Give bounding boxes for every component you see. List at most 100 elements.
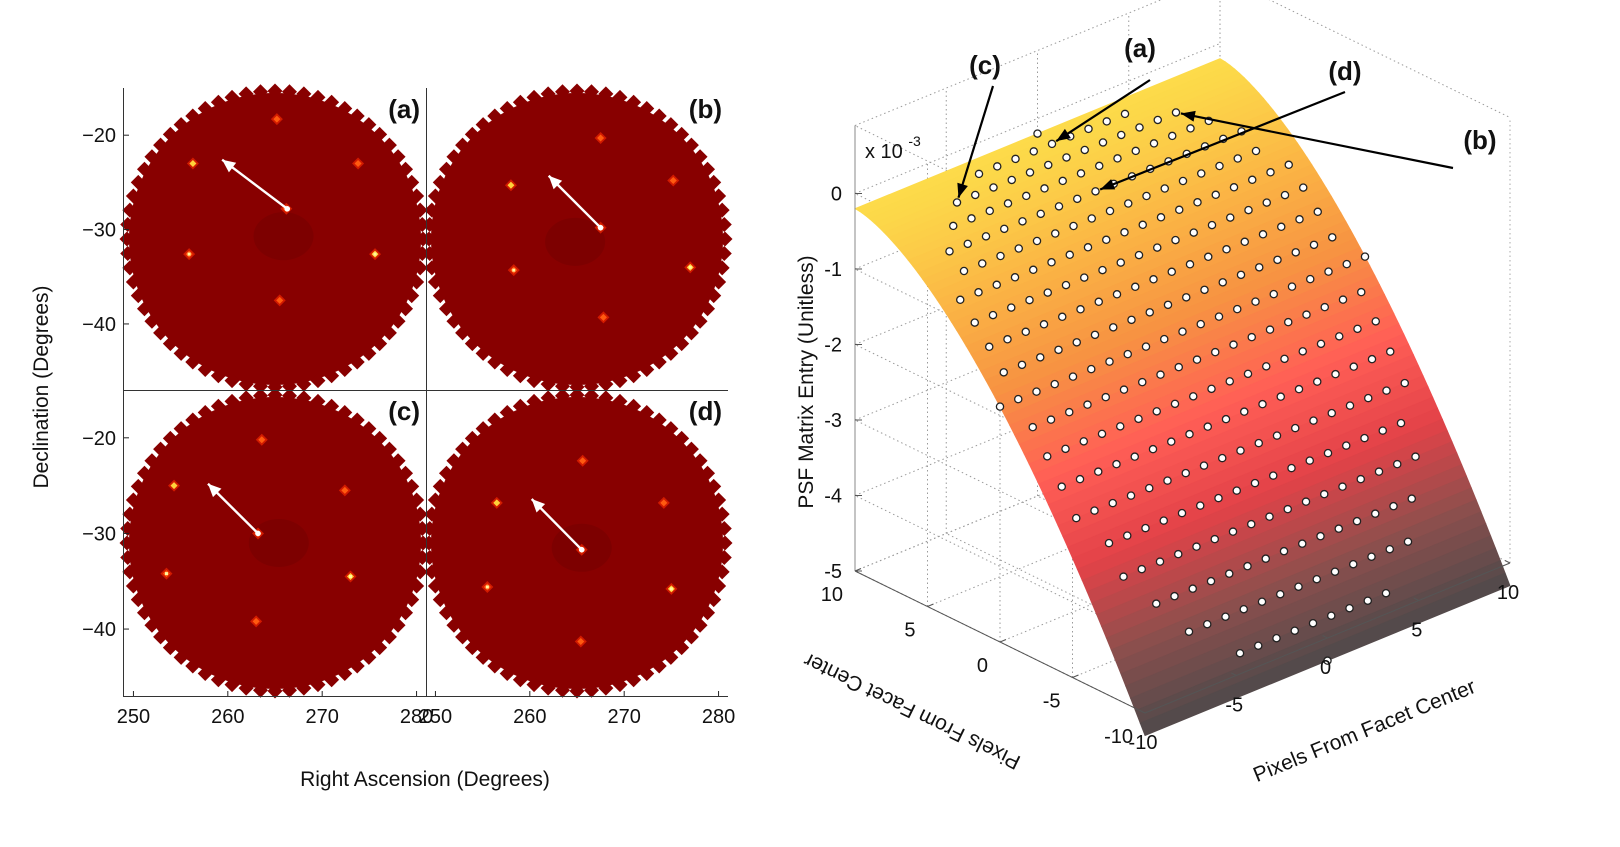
sample-point [1061, 280, 1071, 290]
sample-point [1149, 139, 1159, 148]
sample-point [1051, 229, 1060, 238]
sample-point [1021, 327, 1031, 337]
sample-point [1047, 139, 1057, 149]
dark-region [545, 217, 606, 266]
y-tick-label: −40 [82, 314, 116, 336]
sample-point [1062, 153, 1071, 162]
sample-point [1177, 508, 1187, 518]
sample-point [1382, 386, 1391, 395]
sample-point [1192, 542, 1201, 551]
z-tick-label: 0 [831, 184, 842, 206]
sample-point [985, 342, 994, 352]
y-tick-label: −30 [82, 220, 116, 242]
x-tick-label-3d: -5 [1225, 695, 1243, 717]
sample-point [1345, 401, 1355, 410]
sample-point [1058, 176, 1068, 186]
sample-point [1119, 385, 1129, 394]
sample-point [1407, 494, 1417, 503]
sample-point [1232, 486, 1242, 495]
sample-point [1036, 353, 1045, 362]
sample-point [1120, 228, 1129, 237]
sample-point [1218, 278, 1228, 287]
sample-point [1083, 243, 1093, 252]
sample-point [1171, 235, 1180, 245]
sample-point [1312, 574, 1322, 584]
sample-point [1277, 222, 1286, 232]
dark-region [253, 212, 314, 261]
sample-point [1184, 627, 1194, 636]
sample-point [1159, 516, 1169, 525]
x-tick-label: 270 [306, 706, 339, 728]
sample-point [1073, 194, 1082, 204]
y-tick-label-3d: 0 [977, 655, 988, 677]
sample-point [1003, 199, 1013, 208]
sample-point [1338, 482, 1347, 491]
source-marker [507, 264, 520, 277]
sample-point [1014, 394, 1023, 404]
sample-point [1236, 446, 1245, 455]
sample-point [1334, 524, 1344, 533]
sample-point [1108, 498, 1118, 508]
sample-point [1189, 228, 1199, 237]
sample-point [1046, 415, 1056, 424]
sample-point [1309, 240, 1319, 250]
sample-point [1244, 205, 1253, 215]
x-tick-label: 260 [513, 706, 546, 728]
sample-point [1233, 304, 1242, 314]
sample-point [1178, 176, 1188, 186]
sample-point [1353, 324, 1362, 334]
sample-point [1104, 538, 1114, 548]
source-marker [255, 433, 268, 446]
sample-point [963, 239, 973, 249]
sample-point [1185, 260, 1195, 269]
sample-point [1155, 557, 1165, 566]
y-tick-label: −20 [82, 125, 116, 147]
x-axis-label: Right Ascension (Degrees) [300, 768, 550, 791]
sample-point [1254, 438, 1264, 448]
sample-point [1142, 191, 1151, 201]
sample-point [1072, 513, 1081, 523]
sample-point [1280, 190, 1290, 200]
sample-point [1130, 452, 1140, 461]
sample-point [1075, 474, 1085, 484]
sample-point [1119, 572, 1128, 581]
sky-map-ticks: −20 −30 −40 250 260 270 280 −20 −30 −40 250 260 270 2… [82, 125, 735, 728]
sample-point [1163, 476, 1172, 485]
sample-point [1036, 209, 1046, 219]
sample-point [1200, 285, 1209, 295]
sample-point [1225, 377, 1235, 386]
sample-point [1112, 290, 1122, 299]
sample-point [1109, 323, 1118, 332]
sample-point [1193, 198, 1202, 207]
sample-point [1313, 377, 1322, 386]
sample-point [1047, 258, 1056, 267]
sample-point [1182, 293, 1191, 302]
sample-point [1135, 123, 1144, 132]
sample-point [1116, 422, 1125, 431]
sample-point [1324, 267, 1333, 276]
sample-point [1272, 633, 1281, 643]
sample-point [1076, 169, 1086, 178]
motion-arrow [221, 158, 291, 212]
motion-arrow [207, 482, 261, 537]
sample-point [1134, 414, 1143, 424]
sample-point [1010, 273, 1020, 282]
sample-point [989, 183, 998, 192]
sample-point [1181, 468, 1191, 478]
x-tick-label: 250 [117, 706, 150, 728]
sample-point [1393, 459, 1402, 469]
sample-point [1152, 407, 1162, 416]
sample-point [1079, 437, 1089, 446]
source-marker [657, 496, 670, 509]
sample-point [1349, 559, 1358, 569]
source-marker [667, 174, 680, 187]
sample-point [1250, 478, 1260, 488]
sample-point [1345, 603, 1354, 613]
y-tick-label-3d: 10 [821, 584, 843, 606]
sample-point [1102, 117, 1112, 126]
motion-arrow [530, 498, 585, 553]
sample-point [1080, 273, 1089, 282]
sample-point [1007, 175, 1017, 185]
x-tick-label: 250 [419, 706, 452, 728]
